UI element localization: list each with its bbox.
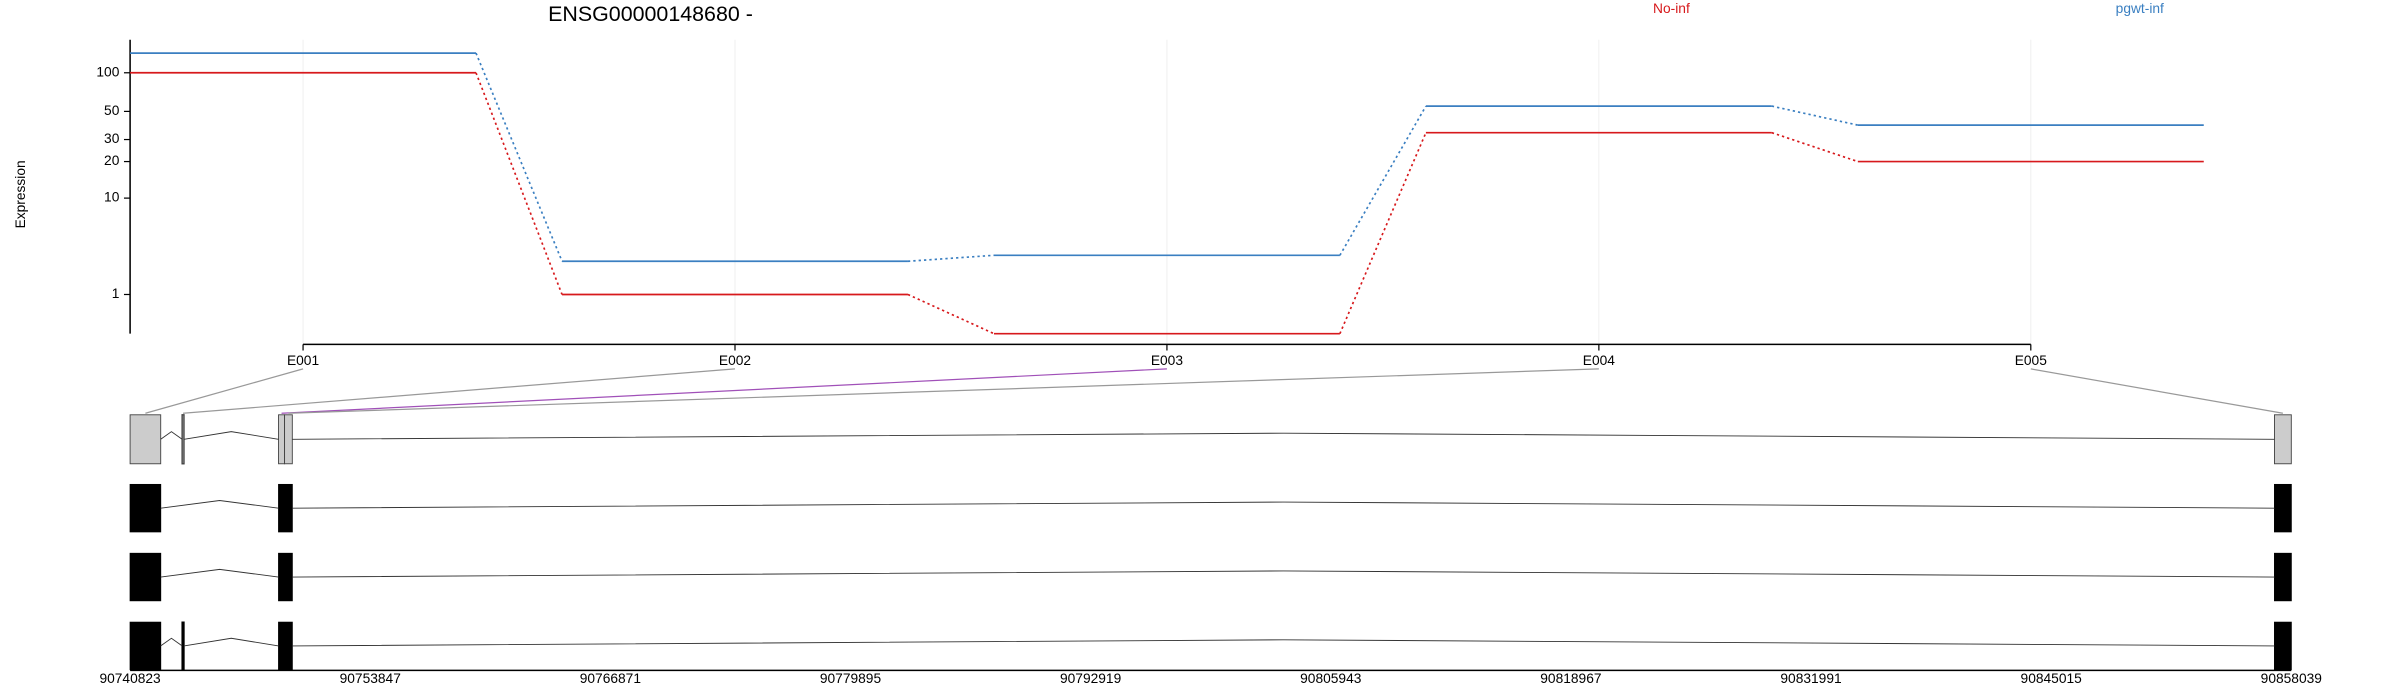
y-tick-label: 20 bbox=[104, 153, 120, 168]
exon bbox=[129, 414, 162, 465]
y-tick-label: 50 bbox=[104, 103, 120, 118]
intron bbox=[183, 431, 279, 440]
intron bbox=[292, 570, 2275, 578]
intron bbox=[183, 637, 279, 647]
exon bbox=[2274, 483, 2292, 533]
y-tick-label: 30 bbox=[104, 131, 120, 146]
x-tick-label: E003 bbox=[1151, 353, 1183, 368]
y-tick-label: 10 bbox=[104, 190, 120, 205]
expression-connector bbox=[907, 293, 995, 335]
genome-tick-label: 90805943 bbox=[1300, 671, 1362, 686]
intron bbox=[292, 639, 2275, 647]
exon bbox=[278, 552, 293, 602]
expression-connector bbox=[1771, 131, 1859, 163]
genome-tick-label: 90792919 bbox=[1060, 671, 1121, 686]
genome-tick-label: 90740823 bbox=[99, 671, 161, 686]
bin-link bbox=[183, 368, 736, 414]
bin-link bbox=[288, 368, 1599, 414]
x-tick-label: E002 bbox=[719, 353, 751, 368]
exon bbox=[2274, 552, 2292, 602]
legend-label: No-inf bbox=[1653, 1, 1690, 16]
exon bbox=[181, 621, 185, 671]
legend-label: pgwt-inf bbox=[2116, 1, 2164, 16]
genome-tick-label: 90818967 bbox=[1540, 671, 1601, 686]
exon bbox=[284, 414, 293, 465]
exon bbox=[278, 483, 293, 533]
exon bbox=[278, 621, 293, 671]
exon bbox=[2274, 414, 2292, 465]
exon bbox=[129, 552, 162, 602]
exon bbox=[129, 483, 162, 533]
exon bbox=[181, 414, 185, 465]
exon bbox=[278, 414, 286, 465]
bin-link bbox=[2030, 368, 2283, 414]
expression-connector bbox=[475, 72, 563, 295]
expression-connector bbox=[475, 52, 563, 262]
genome-tick-label: 90831991 bbox=[1780, 671, 1841, 686]
intron bbox=[160, 637, 183, 647]
intron bbox=[160, 500, 279, 509]
x-tick-label: E001 bbox=[287, 353, 319, 368]
bin-link bbox=[281, 368, 1167, 414]
expression-connector bbox=[1339, 132, 1427, 335]
bin-link bbox=[145, 368, 304, 414]
expression-connector bbox=[1771, 105, 1859, 126]
intron bbox=[292, 501, 2275, 509]
expression-connector bbox=[907, 254, 995, 263]
y-tick-label: 1 bbox=[112, 286, 120, 301]
plot-root: ENSG00000148680 - Expression 1 10 20 30 50 10… bbox=[13, 1, 2322, 686]
intron bbox=[292, 432, 2275, 440]
x-tick-label: E005 bbox=[2015, 353, 2047, 368]
intron bbox=[160, 568, 279, 578]
exon bbox=[129, 621, 162, 671]
x-tick-label: E004 bbox=[1583, 353, 1615, 368]
genome-tick-label: 90858039 bbox=[2261, 671, 2322, 686]
genome-tick-label: 90766871 bbox=[580, 671, 641, 686]
genome-tick-label: 90753847 bbox=[340, 671, 401, 686]
y-axis-label: Expression bbox=[13, 160, 28, 228]
exon bbox=[2274, 621, 2292, 671]
y-tick-label: 100 bbox=[96, 64, 119, 79]
genome-tick-label: 90779895 bbox=[820, 671, 882, 686]
chart-title: ENSG00000148680 - bbox=[548, 2, 753, 26]
genome-tick-label: 90845015 bbox=[2021, 671, 2083, 686]
intron bbox=[160, 431, 183, 440]
expression-connector bbox=[1339, 105, 1427, 256]
